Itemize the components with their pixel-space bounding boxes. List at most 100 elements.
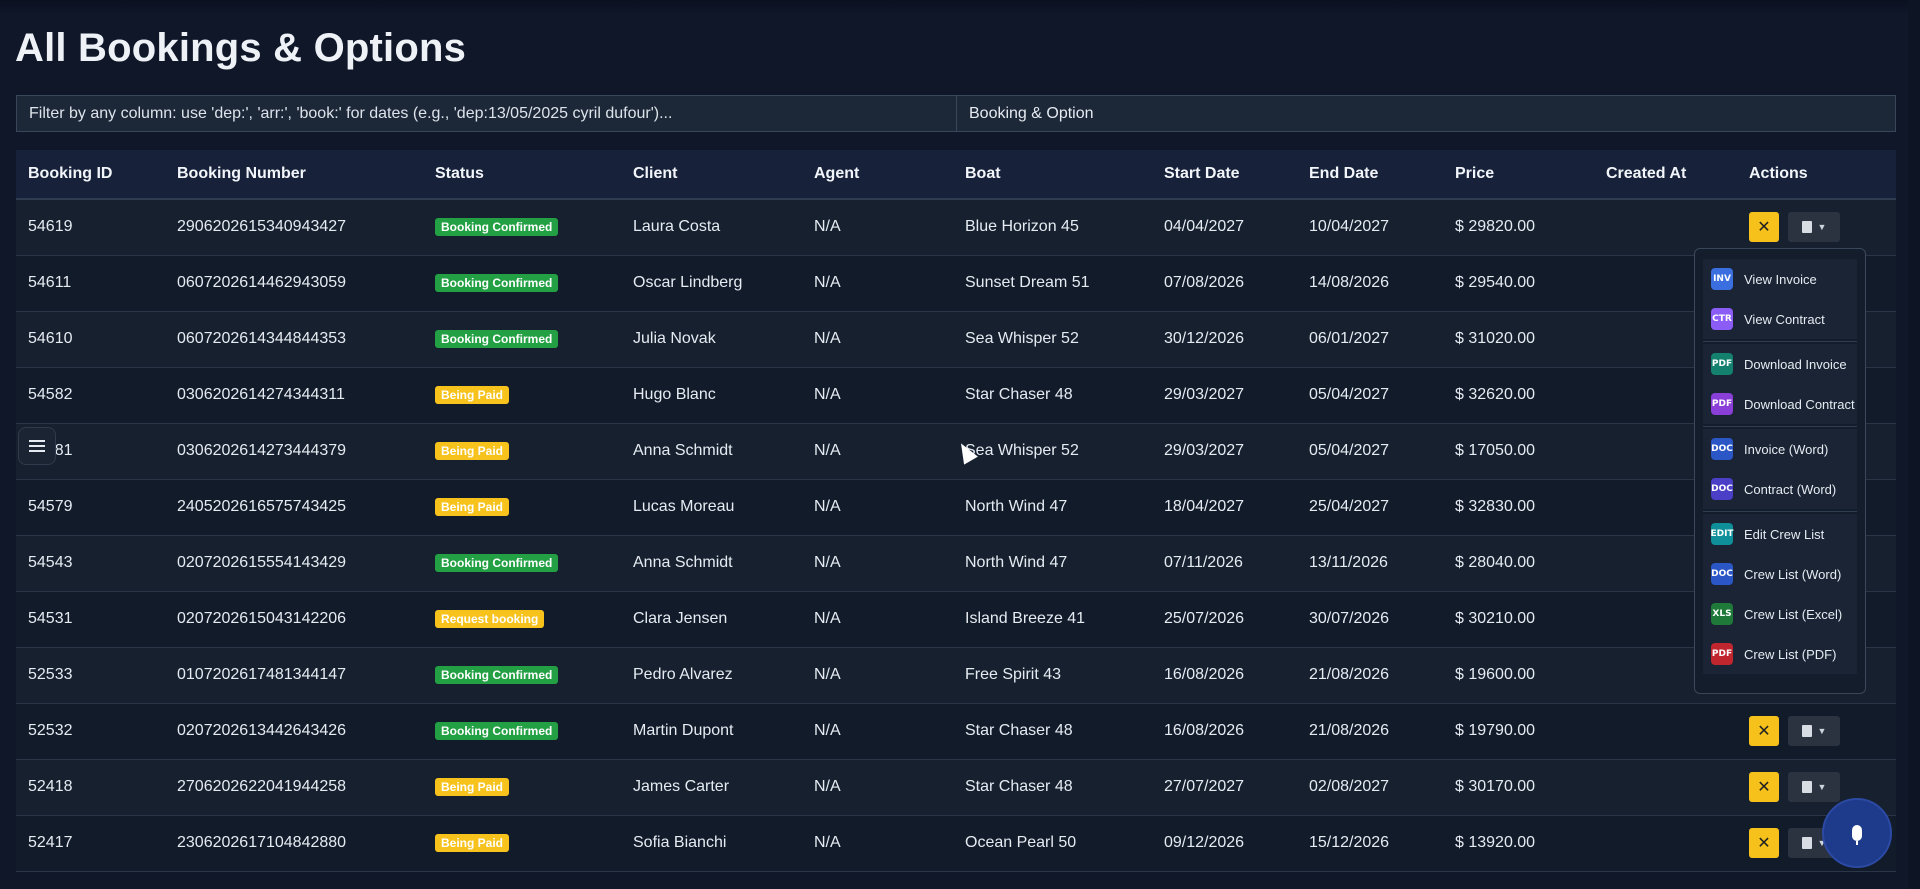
cancel-booking-button[interactable]: ✕ (1749, 772, 1779, 802)
column-header[interactable]: Boat (953, 150, 1152, 200)
dropdown-group: PDF Download Invoice PDF Download Contract (1703, 342, 1857, 427)
dropdown-item[interactable]: PDF Crew List (PDF) (1703, 634, 1857, 674)
cell-number: 2706202622041944258 (177, 778, 347, 795)
cell-start: 07/11/2026 (1164, 554, 1243, 571)
cell-price: $ 30170.00 (1455, 778, 1536, 795)
chevron-down-icon: ▼ (1817, 782, 1827, 792)
cell-agent: N/A (814, 834, 841, 851)
bookings-table-wrap: Booking ID Booking Number Status Client Agen… (16, 150, 1896, 872)
document-icon (1801, 837, 1812, 849)
cell-agent: N/A (814, 386, 841, 403)
documents-menu-button[interactable]: ▼ (1788, 716, 1840, 746)
table-row[interactable]: 54582 0306202614274344311 Being Paid Hugo B… (16, 367, 1896, 423)
dropdown-item[interactable]: CTR View Contract (1703, 299, 1857, 339)
dropdown-item[interactable]: XLS Crew List (Excel) (1703, 594, 1857, 634)
dropdown-item[interactable]: EDIT Edit Crew List (1703, 514, 1857, 554)
table-row[interactable]: 54619 2906202615340943427 Booking Confirme… (16, 199, 1896, 255)
table-row[interactable]: 52533 0107202617481344147 Booking Confirme… (16, 647, 1896, 703)
dropdown-item[interactable]: DOC Contract (Word) (1703, 469, 1857, 509)
cell-start: 29/03/2027 (1164, 386, 1245, 403)
column-header[interactable]: Start Date (1152, 150, 1297, 200)
dropdown-group: EDIT Edit Crew List DOC Crew List (Word) XLS… (1703, 512, 1857, 676)
cell-agent: N/A (814, 218, 841, 236)
cell-boat: North Wind 47 (965, 498, 1068, 515)
table-row[interactable]: 52418 2706202622041944258 Being Paid James … (16, 759, 1896, 815)
file-type-icon: CTR (1711, 308, 1733, 330)
file-type-icon: EDIT (1710, 523, 1734, 545)
side-menu-button[interactable] (18, 427, 56, 465)
table-row[interactable]: 52532 0207202613442643426 Booking Confirme… (16, 703, 1896, 759)
cell-boat: Free Spirit 43 (965, 666, 1062, 683)
dropdown-item-label: Contract (Word) (1744, 481, 1837, 497)
table-row[interactable]: 54543 0207202615554143429 Booking Confirme… (16, 535, 1896, 591)
dropdown-item-label: Edit Crew List (1744, 526, 1825, 542)
column-header[interactable]: Price (1443, 150, 1594, 200)
close-icon: ✕ (1757, 835, 1771, 852)
documents-menu-button[interactable]: ▼ (1788, 772, 1840, 802)
cell-price: $ 19790.00 (1455, 722, 1536, 739)
cancel-booking-button[interactable]: ✕ (1749, 716, 1779, 746)
search-input[interactable] (16, 95, 956, 132)
dropdown-item[interactable]: INV View Invoice (1703, 259, 1857, 299)
page-scrollbar[interactable] (1908, 0, 1920, 889)
cell-start: 04/04/2027 (1164, 218, 1245, 236)
status-badge: Booking Confirmed (435, 274, 559, 292)
document-actions-dropdown: INV View Invoice CTR View Contract PDF Downlo… (1694, 248, 1866, 694)
cell-number: 2405202616575743425 (177, 498, 347, 515)
dropdown-item[interactable]: PDF Download Invoice (1703, 344, 1857, 384)
dropdown-item-label: Download Contract (1744, 396, 1855, 412)
file-type-icon: DOC (1711, 478, 1733, 500)
column-header[interactable]: Status (423, 150, 621, 200)
cell-agent: N/A (814, 330, 841, 347)
cell-id: 54582 (28, 386, 73, 403)
dropdown-item-label: Invoice (Word) (1744, 441, 1829, 457)
type-filter-input[interactable] (956, 95, 1896, 132)
cell-client: Hugo Blanc (633, 386, 716, 403)
column-header[interactable]: Actions (1737, 150, 1896, 200)
dropdown-item[interactable]: PDF Download Contract (1703, 384, 1857, 424)
cell-client: Julia Novak (633, 330, 716, 347)
bookings-table: Booking ID Booking Number Status Client Agen… (16, 150, 1896, 872)
cell-price: $ 19600.00 (1455, 666, 1536, 683)
file-type-icon: DOC (1711, 438, 1733, 460)
column-header[interactable]: Booking Number (165, 150, 423, 200)
column-header[interactable]: Created At (1594, 150, 1737, 200)
dropdown-item[interactable]: DOC Crew List (Word) (1703, 554, 1857, 594)
table-row[interactable]: 54610 0607202614344844353 Booking Confirme… (16, 311, 1896, 367)
column-header[interactable]: Agent (802, 150, 953, 200)
cell-client: Pedro Alvarez (633, 666, 733, 683)
table-row[interactable]: 52417 2306202617104842880 Being Paid Sofia … (16, 815, 1896, 871)
cell-number: 0306202614274344311 (177, 386, 345, 403)
cell-start: 27/07/2027 (1164, 778, 1245, 795)
column-header[interactable]: Client (621, 150, 802, 200)
file-type-icon: PDF (1711, 393, 1733, 415)
cell-id: 54579 (28, 498, 73, 515)
cell-client: Anna Schmidt (633, 554, 733, 571)
cell-price: $ 17050.00 (1455, 442, 1536, 459)
column-header[interactable]: End Date (1297, 150, 1443, 200)
voice-assistant-button[interactable] (1822, 798, 1892, 868)
close-icon: ✕ (1757, 723, 1771, 740)
cancel-booking-button[interactable]: ✕ (1749, 828, 1779, 858)
status-badge: Being Paid (435, 834, 510, 852)
cell-start: 16/08/2026 (1164, 722, 1245, 739)
cell-price: $ 29540.00 (1455, 274, 1536, 291)
cancel-booking-button[interactable]: ✕ (1749, 212, 1779, 243)
cell-start: 25/07/2026 (1164, 610, 1245, 627)
dropdown-group: DOC Invoice (Word) DOC Contract (Word) (1703, 427, 1857, 512)
cell-client: Laura Costa (633, 218, 721, 236)
documents-menu-button[interactable]: ▼ (1788, 212, 1840, 243)
cell-agent: N/A (814, 666, 841, 683)
table-row[interactable]: 54611 0607202614462943059 Booking Confirme… (16, 255, 1896, 311)
table-row[interactable]: 54531 0207202615043142206 Request booking C… (16, 591, 1896, 647)
cell-status: Being Paid (423, 815, 621, 871)
cell-status: Being Paid (423, 423, 621, 479)
cell-boat: Ocean Pearl 50 (965, 834, 1077, 851)
cell-status: Booking Confirmed (423, 311, 621, 367)
column-header[interactable]: Booking ID (16, 150, 165, 200)
cell-created (1594, 759, 1737, 815)
dropdown-item[interactable]: DOC Invoice (Word) (1703, 429, 1857, 469)
table-row[interactable]: 54579 2405202616575743425 Being Paid Lucas … (16, 479, 1896, 535)
cell-number: 2906202615340943427 (177, 218, 347, 236)
